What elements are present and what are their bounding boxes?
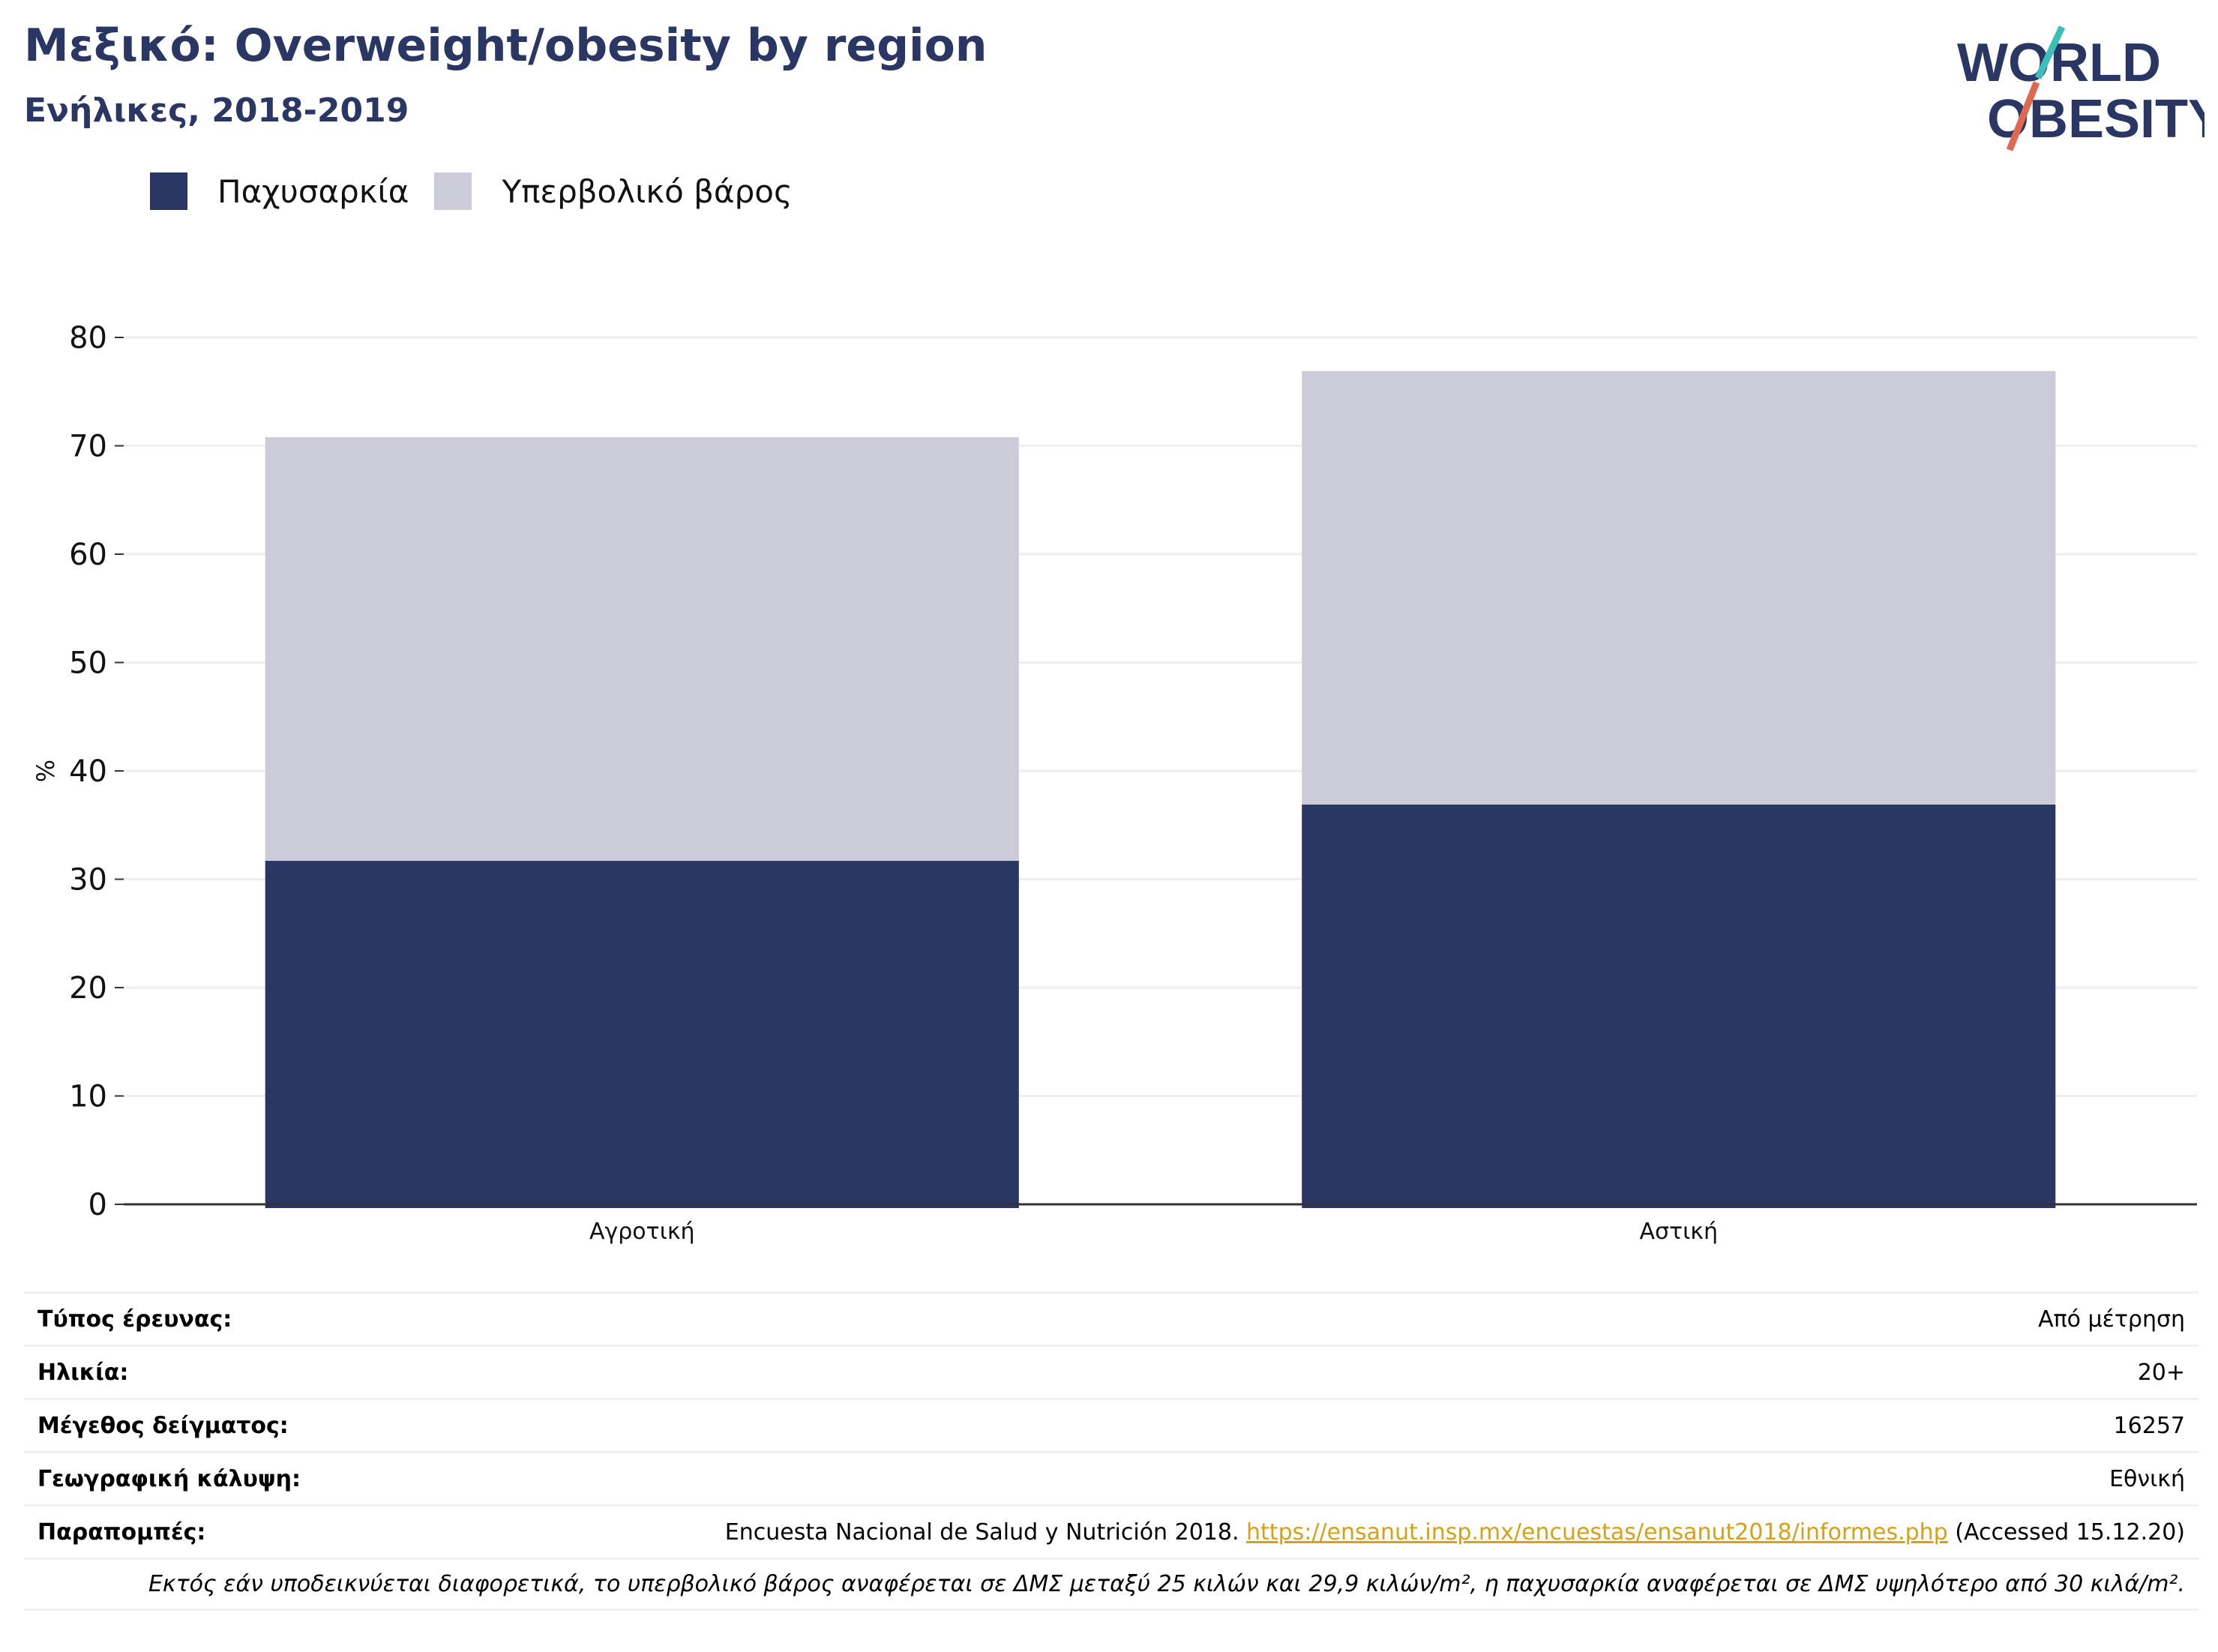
- references-value: Encuesta Nacional de Salud y Nutrición 2…: [725, 1519, 2185, 1546]
- y-tick-label: 50: [69, 646, 107, 681]
- info-value: Εθνική: [2109, 1465, 2185, 1492]
- legend-swatch-overweight: [434, 172, 472, 210]
- legend: Παχυσαρκία Υπερβολικό βάρος: [150, 172, 818, 210]
- info-row-age: Ηλικία: 20+: [24, 1345, 2199, 1398]
- legend-item-overweight[interactable]: Υπερβολικό βάρος: [434, 172, 793, 210]
- info-value: Από μέτρηση: [2038, 1306, 2185, 1333]
- info-row-coverage: Γεωγραφική κάλυψη: Εθνική: [24, 1451, 2199, 1504]
- stacked-bar-chart: 0 10 20 30 40 50 60 70 80% Αγροτική Αστική: [31, 321, 2197, 1245]
- y-tick-label: 40: [69, 754, 107, 789]
- logo-line1: WORLD: [1957, 33, 2161, 93]
- references-link[interactable]: https://ensanut.insp.mx/encuestas/ensanu…: [1246, 1519, 1948, 1546]
- legend-label-overweight: Υπερβολικό βάρος: [502, 172, 793, 210]
- world-obesity-logo: WORLD OBESITY: [1957, 25, 2205, 151]
- info-label: Παραπομπές:: [37, 1519, 206, 1546]
- y-axis-label: %: [31, 760, 60, 782]
- definition-note: Εκτός εάν υποδεικνύεται διαφορετικά, το …: [24, 1558, 2199, 1611]
- bar-obesity-1: [1302, 804, 2056, 1208]
- bar-overweight-1: [1302, 370, 2056, 805]
- chart-subtitle: Ενήλικες, 2018-2019: [24, 91, 409, 130]
- legend-swatch-obesity: [150, 172, 187, 210]
- y-tick-label: 80: [69, 321, 107, 355]
- info-label: Μέγεθος δείγματος:: [37, 1412, 289, 1439]
- references-text-after: (Accessed 15.12.20): [1947, 1519, 2185, 1546]
- bar-obesity-0: [265, 860, 1019, 1208]
- x-tick-label: Αστική: [1640, 1219, 1718, 1245]
- y-tick-label: 10: [69, 1080, 107, 1114]
- survey-info-table: Τύπος έρευνας: Από μέτρηση Ηλικία: 20+ Μ…: [24, 1291, 2199, 1611]
- y-tick-label: 30: [69, 863, 107, 898]
- logo-slash-red: [2006, 81, 2040, 151]
- info-row-references: Παραπομπές: Encuesta Nacional de Salud y…: [24, 1504, 2199, 1558]
- y-tick-label: 20: [69, 971, 107, 1006]
- y-tick-label: 0: [88, 1188, 107, 1222]
- info-label: Ηλικία:: [37, 1359, 129, 1386]
- references-text-before: Encuesta Nacional de Salud y Nutrición 2…: [724, 1519, 1247, 1546]
- info-row-survey-type: Τύπος έρευνας: Από μέτρηση: [24, 1291, 2199, 1345]
- legend-label-obesity: Παχυσαρκία: [217, 172, 409, 210]
- info-label: Τύπος έρευνας:: [37, 1306, 232, 1333]
- bar-overweight-0: [265, 436, 1019, 861]
- info-value: 16257: [2113, 1412, 2185, 1439]
- info-value: 20+: [2137, 1359, 2185, 1386]
- y-tick-label: 70: [69, 430, 107, 464]
- legend-item-obesity[interactable]: Παχυσαρκία: [150, 172, 409, 210]
- chart-title: Μεξικό: Overweight/obesity by region: [24, 19, 988, 72]
- logo-slash-teal: [2034, 25, 2066, 79]
- info-label: Γεωγραφική κάλυψη:: [37, 1465, 301, 1492]
- x-tick-label: Αγροτική: [589, 1219, 695, 1245]
- info-row-sample-size: Μέγεθος δείγματος: 16257: [24, 1398, 2199, 1451]
- y-tick-label: 60: [69, 538, 107, 572]
